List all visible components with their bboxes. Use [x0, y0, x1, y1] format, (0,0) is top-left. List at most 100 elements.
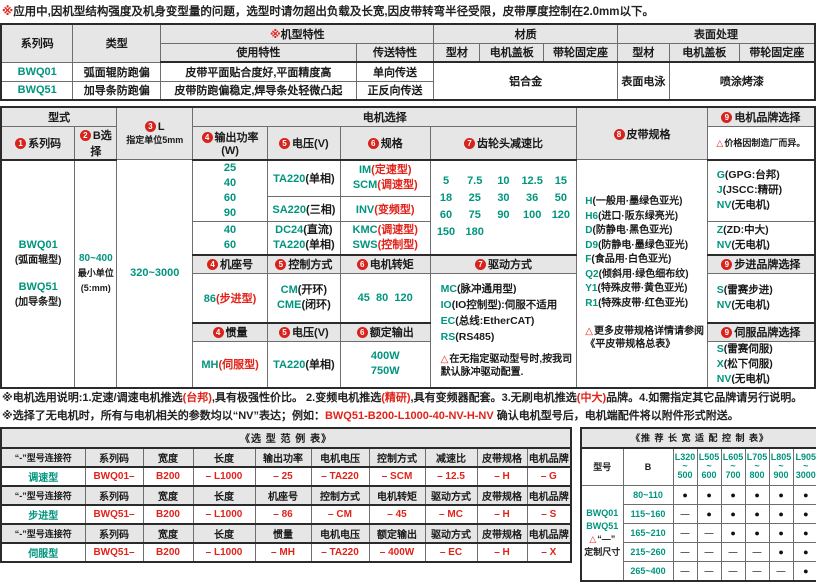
model-codes-cell: BWQ01 BWQ51 △“—” 定制尺寸: [580, 485, 624, 581]
gear-ratio-value: 15: [554, 175, 567, 188]
bottom-tables: 《选 型 范 例 表》 “-”型号连接符 系列码 宽度 长度 输出功率 电机电压…: [0, 426, 816, 582]
warning-icon: △: [585, 326, 593, 338]
gear-ratio-value: 25: [468, 192, 481, 205]
num-5-icon: 5: [279, 327, 291, 339]
gear-ratio-value: 30: [497, 192, 510, 205]
compat-mark: ●: [792, 485, 816, 505]
header-pulley-seat: 带轮固定座: [543, 42, 618, 63]
header-voltage-servo: 5 电压(V): [266, 322, 341, 342]
header-series-code: 系列码: [0, 23, 74, 63]
gear-ratio-value: [547, 224, 576, 241]
surface-paint-value: 喷涂烤漆: [668, 61, 816, 101]
compat-mark: ●: [768, 542, 794, 562]
num-9-icon: 9: [721, 111, 733, 123]
num-5-icon: 5: [279, 137, 291, 149]
voltage-cell: DC24(直流) TA220(单相): [266, 220, 341, 256]
brand-cell-brushless: Z(ZD:中大) NV(无电机): [706, 220, 816, 256]
num-8-icon: 8: [613, 128, 625, 140]
voltage-cell: SA220(三相): [266, 196, 341, 222]
compat-mark: —: [768, 561, 794, 581]
drive-mode-cell: MC(脉冲通用型) IO(IO控制型):伺服不适用 EC(总线:EtherCAT…: [429, 272, 578, 388]
header-motor-select: 电机选择: [192, 106, 578, 127]
header-motor-cover: 电机盖板: [479, 42, 545, 63]
voltage-servo-cell: TA220(单相): [266, 340, 341, 388]
num-5-icon: 5: [275, 259, 287, 271]
compat-mark: ●: [768, 485, 794, 505]
compat-mark: —: [744, 542, 770, 562]
header-rated-output: 6 额定输出: [339, 322, 431, 342]
type-value: 弧面辊防跑偏: [72, 61, 162, 82]
brand-cell-servo: S(雷赛伺服) X(松下伺服) NV(无电机): [706, 340, 816, 388]
l-range-cell: 320~3000: [116, 159, 194, 388]
compat-mark: —: [672, 561, 698, 581]
header-b-width: B: [622, 447, 674, 486]
compat-mark: —: [696, 523, 722, 543]
num-1-icon: 1: [15, 137, 27, 149]
num-2-icon: 2: [79, 129, 91, 141]
example-table: 《选 型 范 例 表》 “-”型号连接符 系列码 宽度 长度 输出功率 电机电压…: [0, 426, 573, 563]
header-pulley-seat-2: 带轮固定座: [738, 42, 816, 63]
b-range: 265~400: [622, 561, 674, 581]
b-range: 165~210: [622, 523, 674, 543]
warning-icon: △: [589, 533, 597, 544]
belt-note: △更多皮带规格详情请参阅《平皮带规格总表》: [585, 326, 704, 351]
example-table-title: 《选 型 范 例 表》: [0, 427, 572, 449]
header-l-range: L905 ~3000: [792, 447, 816, 486]
page-note: ※应用中,因机型结构强度及机身变型量的问题，选型时请勿超出负载及长宽,因皮带转弯…: [2, 6, 655, 18]
surface-profile-value: 表面电泳: [616, 61, 670, 101]
header-model: 型号: [580, 447, 624, 486]
gear-ratio-value: 75: [468, 209, 481, 222]
header-gear-ratio: 7 齿轮头减速比: [429, 125, 578, 161]
gear-ratio-value: 90: [497, 209, 510, 222]
header-transfer-feature: 传送特性: [355, 42, 435, 63]
compat-mark: ●: [696, 485, 722, 505]
gear-ratio-value: 5: [442, 175, 450, 188]
compat-mark: ●: [672, 485, 698, 505]
size-table-title: 《推 荐 长 宽 适 配 控 制 表》: [580, 427, 816, 449]
inertia-cell: MH(伺服型): [192, 340, 268, 388]
output-power-cell: 25 40 60 90: [192, 159, 268, 222]
gear-ratio-value: 12.5: [521, 175, 543, 188]
header-length: 3 L 指定单位5mm: [116, 106, 194, 160]
b-range: 80~110: [622, 485, 674, 505]
gear-ratio-value: 10: [497, 175, 510, 188]
compat-mark: —: [672, 523, 698, 543]
motor-note-2: ※选择了无电机时，所有与电机相关的参数均以“NV”表达；例如：BWQ51-B20…: [2, 409, 739, 422]
transfer-value: 正反向传送: [355, 80, 435, 101]
num-9-icon: 9: [721, 327, 733, 339]
series-spec-table: 系列码 类型 ※机型特性 材质 表面处理 使用特性 传送特性 型材 电机盖板 带…: [0, 23, 816, 101]
example-row-label: 步进型: [0, 504, 86, 524]
brand-cell-step: S(雷赛步进) NV(无电机): [706, 272, 816, 324]
num-6-icon: 6: [356, 327, 368, 339]
compat-mark: —: [720, 542, 746, 562]
b-range: 115~160: [622, 504, 674, 524]
series-code: BWQ51: [0, 80, 74, 101]
num-4-icon: 4: [207, 259, 219, 271]
gear-ratio-cell: 5 7.5 10 12.5 15 18 25 30 36 50 60 75 90 100 120 150…: [429, 159, 578, 256]
header-belt-spec: 8 皮带规格: [576, 106, 708, 160]
compat-mark: —: [672, 504, 698, 524]
example-row-label: 调速型: [0, 466, 86, 486]
spec-cell: KMC(调速型) SWS(控制型): [339, 220, 431, 256]
header-series-code: 1 系列码: [0, 125, 76, 161]
header-control-mode: 5 控制方式: [266, 254, 341, 274]
gear-ratio-value: 120: [551, 209, 571, 222]
gear-ratio-value: 18: [439, 192, 453, 205]
header-machine-feature: ※机型特性: [160, 23, 435, 44]
gear-ratio-value: 36: [526, 192, 539, 205]
warning-icon: △: [440, 354, 449, 365]
output-power-cell: 40 60: [192, 220, 268, 256]
num-7-icon: 7: [463, 137, 475, 149]
gear-ratio-value: 60: [439, 209, 453, 222]
header-inertia: 4 惯量: [192, 322, 268, 342]
compat-mark: ●: [720, 504, 746, 524]
series-code: BWQ01: [0, 61, 74, 82]
use-feature-value: 皮带防跑偏稳定,焊导条处轻微凸起: [160, 80, 357, 101]
header-l-range: L805 ~900: [768, 447, 794, 486]
gear-ratio-value: [489, 224, 518, 241]
warning-icon: △: [716, 138, 724, 148]
compat-mark: —: [744, 561, 770, 581]
size-compatibility-table: 《推 荐 长 宽 适 配 控 制 表》 型号 B L320 ~500 L505 ~6…: [580, 426, 816, 582]
compat-mark: ●: [696, 504, 722, 524]
